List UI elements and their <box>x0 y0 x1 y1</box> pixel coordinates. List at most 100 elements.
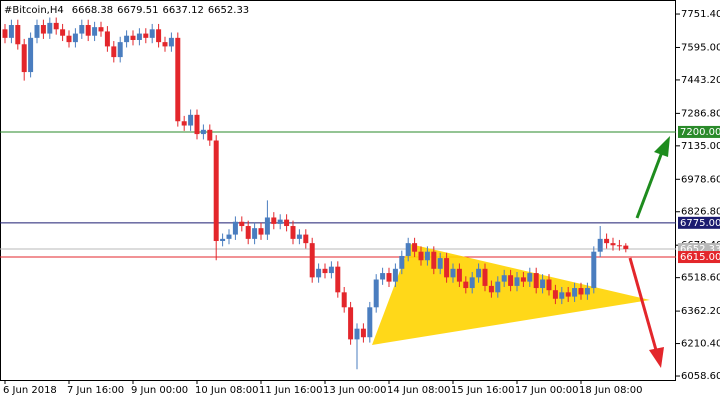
x-tick-label: 9 Jun 00:00 <box>131 385 188 396</box>
x-tick-label: 15 Jun 16:00 <box>451 385 515 396</box>
candle-body <box>399 255 405 269</box>
y-tick-label: 7595.00 <box>681 42 720 53</box>
level-label: 7200.00 <box>680 127 720 138</box>
ohlc-high: 6679.51 <box>117 5 158 16</box>
candle-body <box>540 279 546 289</box>
candle-body <box>79 25 85 34</box>
candle-body <box>149 29 155 38</box>
candle-body <box>520 277 526 282</box>
level-label: 6652.33 <box>680 244 720 255</box>
candle-body <box>431 251 437 269</box>
y-tick-label: 7443.20 <box>681 75 720 86</box>
candle-body <box>162 42 168 47</box>
candle-body <box>220 238 226 242</box>
candle-body <box>495 281 501 293</box>
candle-body <box>508 275 514 286</box>
candle-body <box>143 33 149 38</box>
candle-body <box>290 226 296 239</box>
candle-body <box>488 285 494 293</box>
candle-body <box>309 243 315 278</box>
y-tick-label: 6362.20 <box>681 306 720 317</box>
candle-body <box>341 292 347 308</box>
candle-body <box>392 268 398 282</box>
level-tag <box>678 216 720 229</box>
chart-header: #Bitcoin,H4 6668.38 6679.51 6637.12 6652.33 <box>4 5 249 16</box>
x-tick-label: 13 Jun 00:00 <box>323 385 387 396</box>
candle-body <box>28 37 34 73</box>
candle-body <box>380 273 386 280</box>
candle-body <box>2 29 8 38</box>
candle-body <box>616 245 622 247</box>
candle-body <box>386 273 392 282</box>
candle-body <box>168 37 174 47</box>
candle-body <box>136 33 142 40</box>
candle-body <box>181 121 187 126</box>
candle-body <box>335 266 341 293</box>
x-tick-label: 18 Jun 08:00 <box>579 385 643 396</box>
candle-body <box>437 258 443 269</box>
ohlc-close: 6652.33 <box>208 5 249 16</box>
candle-body <box>226 234 232 239</box>
candle-body <box>207 129 213 141</box>
candle-body <box>258 228 264 235</box>
candle-body <box>450 268 456 278</box>
candle-body <box>476 268 482 278</box>
candle-body <box>354 328 360 340</box>
candle-body <box>194 114 200 135</box>
candle-body <box>552 290 558 299</box>
candle-body <box>92 27 98 36</box>
y-tick-label: 7751.40 <box>681 9 720 20</box>
y-tick-label: 7135.00 <box>681 141 720 152</box>
candle-body <box>175 37 181 122</box>
candle-body <box>578 288 584 295</box>
candle-body <box>8 25 14 38</box>
x-tick-label: 6 Jun 2018 <box>3 385 57 396</box>
candle-body <box>527 273 533 282</box>
candle-body <box>130 35 136 40</box>
candle-body <box>514 277 520 286</box>
candle-body <box>245 226 251 239</box>
candle-body <box>252 228 258 239</box>
candle-body <box>316 268 322 278</box>
candle-body <box>418 251 424 261</box>
candle-body <box>469 277 475 289</box>
candle-body <box>591 251 597 289</box>
candle-body <box>373 279 379 308</box>
arrow-up <box>635 136 670 219</box>
candle-body <box>572 288 578 297</box>
arrow-down <box>628 257 664 368</box>
candle-body <box>271 217 277 224</box>
candle-body <box>597 238 603 252</box>
arrow-shaft <box>628 257 658 351</box>
candle-body <box>200 129 206 135</box>
candle-body <box>604 238 610 244</box>
candle-body <box>124 35 130 43</box>
candle-body <box>104 31 110 47</box>
x-tick-label: 17 Jun 00:00 <box>515 385 579 396</box>
candle-body <box>623 245 629 250</box>
arrow-head <box>654 136 670 157</box>
candle-body <box>405 243 411 256</box>
candle-body <box>34 25 40 38</box>
candle-body <box>546 279 552 291</box>
candles <box>2 17 629 370</box>
candle-body <box>117 42 123 58</box>
candle-body <box>565 292 571 297</box>
chart-title: #Bitcoin,H4 <box>4 5 64 16</box>
candle-body <box>40 25 46 34</box>
candle-body <box>584 288 590 295</box>
candle-body <box>111 46 117 58</box>
candle-body <box>424 251 430 261</box>
candle-body <box>559 292 565 299</box>
x-tick-label: 11 Jun 16:00 <box>259 385 323 396</box>
y-tick-label: 6058.60 <box>681 371 720 382</box>
candle-body <box>213 140 219 242</box>
candle-body <box>360 328 366 338</box>
candle-body <box>501 275 507 282</box>
candle-body <box>15 25 21 45</box>
candle-body <box>303 234 309 244</box>
candle-body <box>60 29 66 36</box>
arrow-head <box>649 347 664 368</box>
x-tick-label: 14 Jun 08:00 <box>387 385 451 396</box>
